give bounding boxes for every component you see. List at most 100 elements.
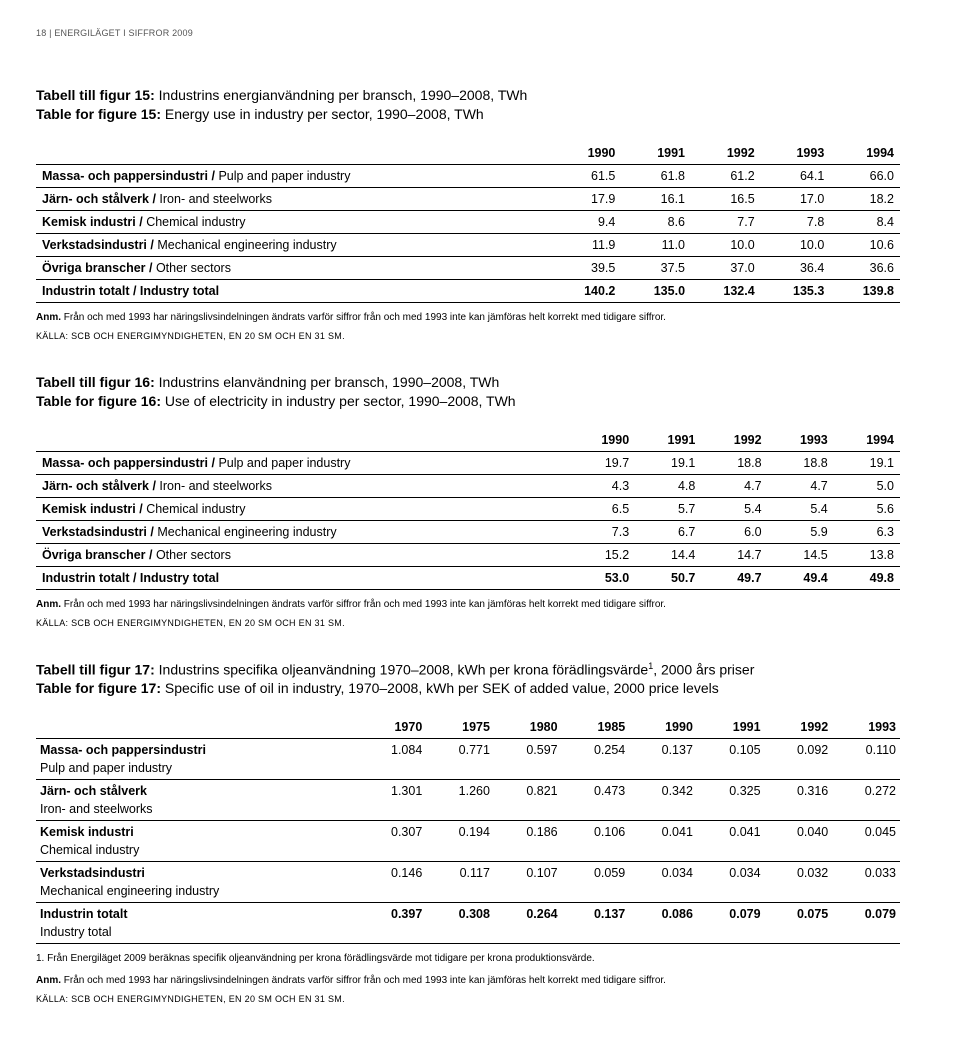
row-label-sv: Industrin totalt [36, 903, 359, 926]
row-label: Industrin totalt / Industry total [36, 279, 552, 302]
cell: 0.086 [629, 903, 697, 926]
cell-empty [359, 884, 427, 903]
t15-note-r: Från och med 1993 har näringslivsindelni… [61, 312, 666, 323]
table-row-sub: Mechanical engineering industry [36, 884, 900, 903]
cell: 7.7 [691, 210, 761, 233]
cell: 0.473 [562, 780, 630, 803]
t16-title-sv-bold: Tabell till figur 16: [36, 374, 155, 390]
cell-empty [832, 843, 900, 862]
cell-empty [629, 925, 697, 944]
t17-title-en-rest: Specific use of oil in industry, 1970–20… [161, 680, 719, 696]
cell-empty [426, 802, 494, 821]
table-15-title: Tabell till figur 15: Industrins energia… [36, 86, 900, 124]
cell: 0.059 [562, 862, 630, 885]
cell: 0.045 [832, 821, 900, 844]
table-16-title: Tabell till figur 16: Industrins elanvän… [36, 373, 900, 411]
year-col: 1991 [621, 142, 691, 165]
t16-source: KÄLLA: SCB OCH ENERGIMYNDIGHETEN, EN 20 … [36, 618, 900, 628]
t15-source: KÄLLA: SCB OCH ENERGIMYNDIGHETEN, EN 20 … [36, 331, 900, 341]
t15-title-en-rest: Energy use in industry per sector, 1990–… [161, 106, 484, 122]
table-row: Massa- och pappersindustri / Pulp and pa… [36, 451, 900, 474]
table-16-header: 1990 1991 1992 1993 1994 [36, 429, 900, 452]
cell: 14.4 [635, 543, 701, 566]
cell-empty [426, 843, 494, 862]
cell: 0.075 [765, 903, 833, 926]
table-15-block: Tabell till figur 15: Industrins energia… [36, 86, 900, 341]
cell: 16.1 [621, 187, 691, 210]
cell: 10.0 [691, 233, 761, 256]
t16-footnote: Anm. Från och med 1993 har näringslivsin… [36, 598, 900, 612]
row-label: Massa- och pappersindustri / Pulp and pa… [36, 451, 569, 474]
cell: 135.0 [621, 279, 691, 302]
row-label: Kemisk industri / Chemical industry [36, 210, 552, 233]
row-label: Verkstadsindustri / Mechanical engineeri… [36, 233, 552, 256]
t17-footnote-2: Anm. Från och med 1993 har näringslivsin… [36, 974, 900, 988]
cell: 6.5 [569, 497, 635, 520]
cell: 1.084 [359, 739, 427, 762]
year-col: 1990 [629, 716, 697, 739]
row-label-sv: Verkstadsindustri [36, 862, 359, 885]
table-row: Kemisk industri / Chemical industry6.55.… [36, 497, 900, 520]
cell: 0.194 [426, 821, 494, 844]
cell: 0.325 [697, 780, 765, 803]
cell: 64.1 [761, 164, 831, 187]
cell-empty [359, 761, 427, 780]
cell-empty [832, 761, 900, 780]
row-label: Övriga branscher / Other sectors [36, 256, 552, 279]
t17-title-sv-bold: Tabell till figur 17: [36, 661, 155, 677]
cell: 16.5 [691, 187, 761, 210]
cell-empty [697, 925, 765, 944]
table-row: Järn- och stålverk1.3011.2600.8210.4730.… [36, 780, 900, 803]
cell: 0.771 [426, 739, 494, 762]
cell: 0.186 [494, 821, 562, 844]
cell: 5.6 [834, 497, 900, 520]
cell: 0.117 [426, 862, 494, 885]
table-row: Kemisk industri0.3070.1940.1860.1060.041… [36, 821, 900, 844]
year-col: 1992 [701, 429, 767, 452]
cell: 5.7 [635, 497, 701, 520]
cell: 0.034 [629, 862, 697, 885]
cell: 135.3 [761, 279, 831, 302]
cell-empty [426, 761, 494, 780]
cell-empty [494, 884, 562, 903]
row-label-en: Pulp and paper industry [36, 761, 359, 780]
cell-empty [697, 884, 765, 903]
cell: 15.2 [569, 543, 635, 566]
cell: 10.0 [761, 233, 831, 256]
cell: 53.0 [569, 566, 635, 589]
cell: 19.7 [569, 451, 635, 474]
cell: 0.397 [359, 903, 427, 926]
cell-empty [562, 802, 630, 821]
cell: 6.3 [834, 520, 900, 543]
cell: 5.9 [768, 520, 834, 543]
table-row: Industrin totalt / Industry total53.050.… [36, 566, 900, 589]
cell: 0.041 [629, 821, 697, 844]
cell: 18.8 [768, 451, 834, 474]
cell: 0.254 [562, 739, 630, 762]
cell-empty [765, 884, 833, 903]
cell: 0.105 [697, 739, 765, 762]
cell: 5.0 [834, 474, 900, 497]
cell: 13.8 [834, 543, 900, 566]
cell: 8.6 [621, 210, 691, 233]
cell-empty [765, 802, 833, 821]
cell: 0.308 [426, 903, 494, 926]
cell: 18.8 [701, 451, 767, 474]
cell-empty [359, 802, 427, 821]
cell-empty [494, 802, 562, 821]
table-row: Kemisk industri / Chemical industry9.48.… [36, 210, 900, 233]
year-col: 1990 [569, 429, 635, 452]
cell: 61.8 [621, 164, 691, 187]
cell: 7.8 [761, 210, 831, 233]
cell: 0.040 [765, 821, 833, 844]
t17-note-r: Från och med 1993 har näringslivsindelni… [61, 975, 666, 986]
t16-note-b: Anm. [36, 599, 61, 610]
cell-empty [697, 802, 765, 821]
page-header: 18 | ENERGILÄGET I SIFFROR 2009 [36, 28, 900, 38]
table-row-sub: Industry total [36, 925, 900, 944]
cell: 10.6 [830, 233, 900, 256]
cell: 19.1 [834, 451, 900, 474]
table-16-block: Tabell till figur 16: Industrins elanvän… [36, 373, 900, 628]
cell: 5.4 [768, 497, 834, 520]
cell: 39.5 [552, 256, 622, 279]
